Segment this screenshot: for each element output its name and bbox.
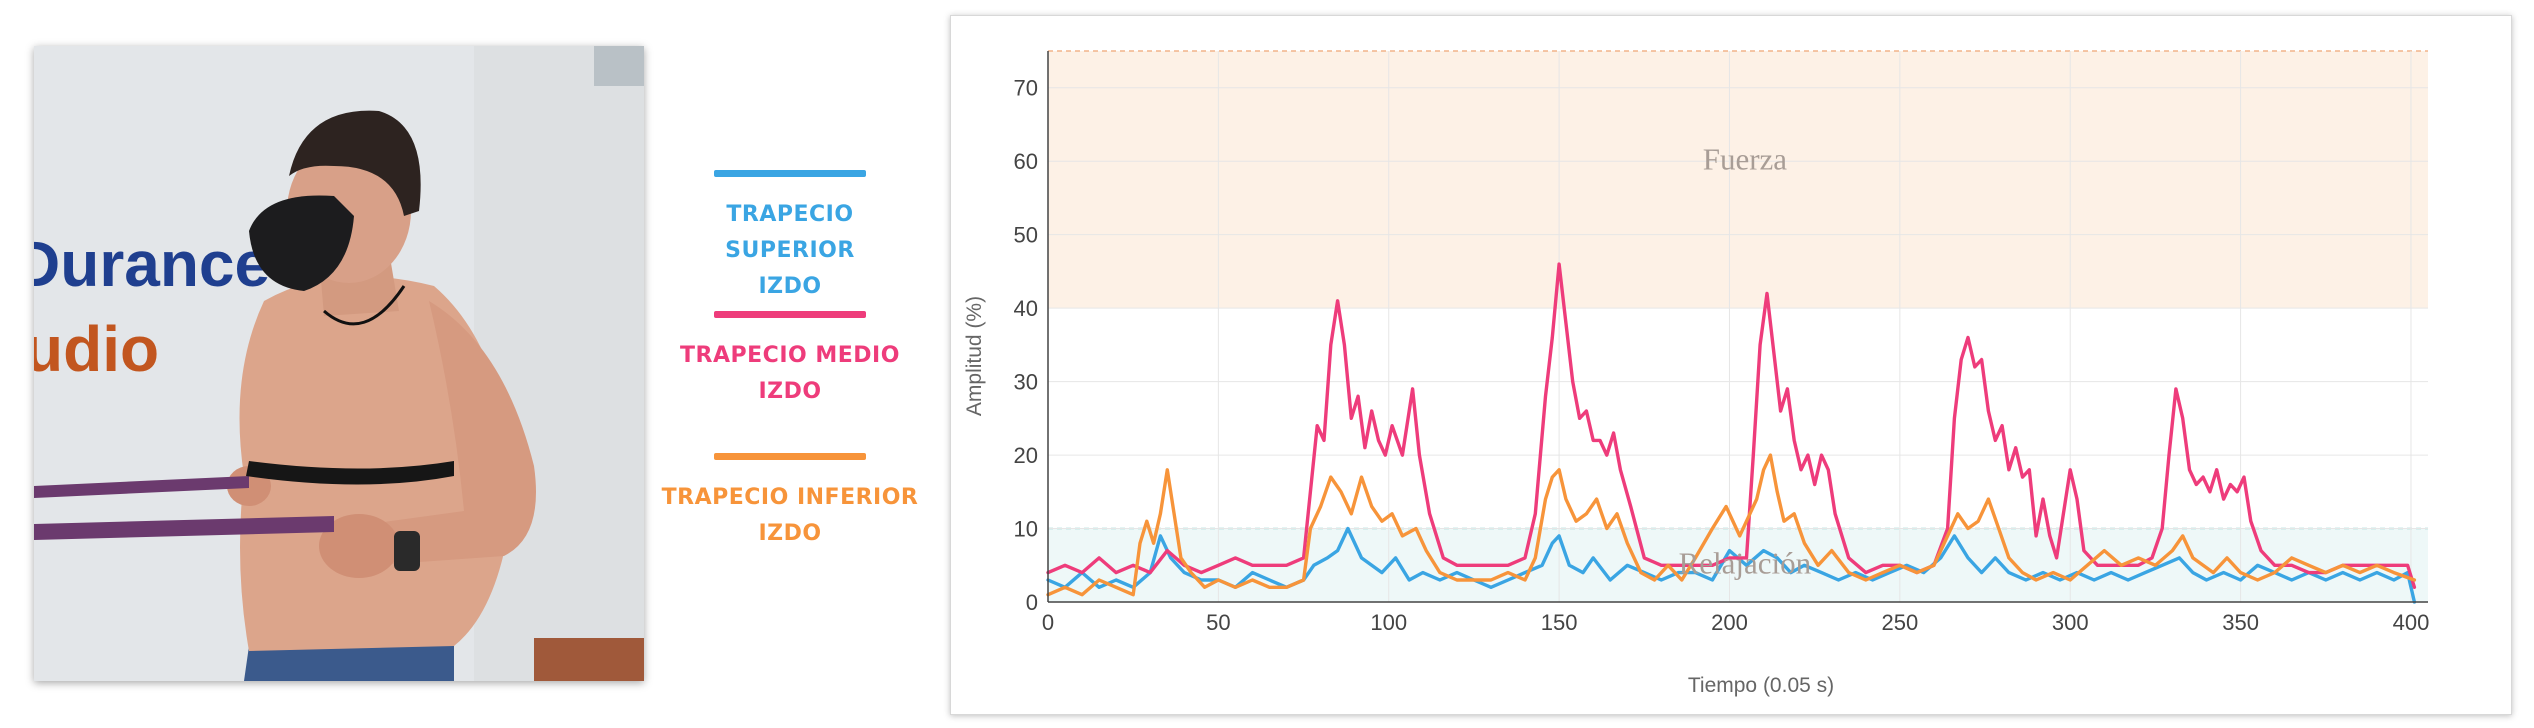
band-fuerza [1048,51,2428,309]
legend-label: IZDO [758,274,822,299]
chart-svg: Fuerza Relajación 0 10 20 30 40 50 60 70 0 50 100 150… [963,50,2430,697]
band-label: Relajación [1679,545,1812,580]
legend-label: TRAPECIO SUPERIOR [725,202,855,263]
legend-swatch [714,311,866,318]
x-tick-label: 150 [1541,610,1578,635]
series-line-1 [1046,262,2417,589]
band-label: Fuerza [1703,142,1788,177]
y-tick-label: 0 [1026,590,1038,615]
x-tick-label: 400 [2393,610,2430,635]
y-tick-label: 60 [1014,149,1038,174]
wall-text-line1: Durance [34,228,270,300]
legend-swatch [714,170,866,177]
y-tick-label: 20 [1014,443,1038,468]
legend-item-medio: TRAPECIO MEDIO IZDO [660,311,920,410]
x-tick-label: 100 [1370,610,1407,635]
x-tick-label: 200 [1711,610,1748,635]
athlete-illustration: Durance udio [34,46,644,681]
legend-item-superior: TRAPECIO SUPERIOR IZDO [660,170,920,305]
x-tick-label: 350 [2222,610,2259,635]
y-tick-label: 40 [1014,296,1038,321]
y-tick-label: 50 [1014,223,1038,248]
y-tick-label: 70 [1014,76,1038,101]
x-tick-label: 50 [1206,610,1230,635]
series-line-2 [1046,453,2417,597]
x-tick-label: 250 [1881,610,1918,635]
legend-label: IZDO [758,521,822,546]
x-tick-label: 300 [2052,610,2089,635]
emg-chart: Fuerza Relajación 0 10 20 30 40 50 60 70 0 50 100 150… [950,15,2512,715]
legend-label: TRAPECIO MEDIO [680,343,900,368]
x-axis-title: Tiempo (0.05 s) [1688,674,1834,697]
legend-label: TRAPECIO INFERIOR [661,485,919,510]
y-axis-title: Amplitud (%) [963,296,986,416]
x-tick-label: 0 [1042,610,1054,635]
y-tick-label: 30 [1014,370,1038,395]
y-tick-label: 10 [1014,517,1038,542]
exercise-photo: Durance udio [34,46,644,681]
wall-text-line2: udio [34,313,159,385]
legend-swatch [714,453,866,460]
legend-item-inferior: TRAPECIO INFERIOR IZDO [660,453,920,552]
legend-label: IZDO [758,379,822,404]
